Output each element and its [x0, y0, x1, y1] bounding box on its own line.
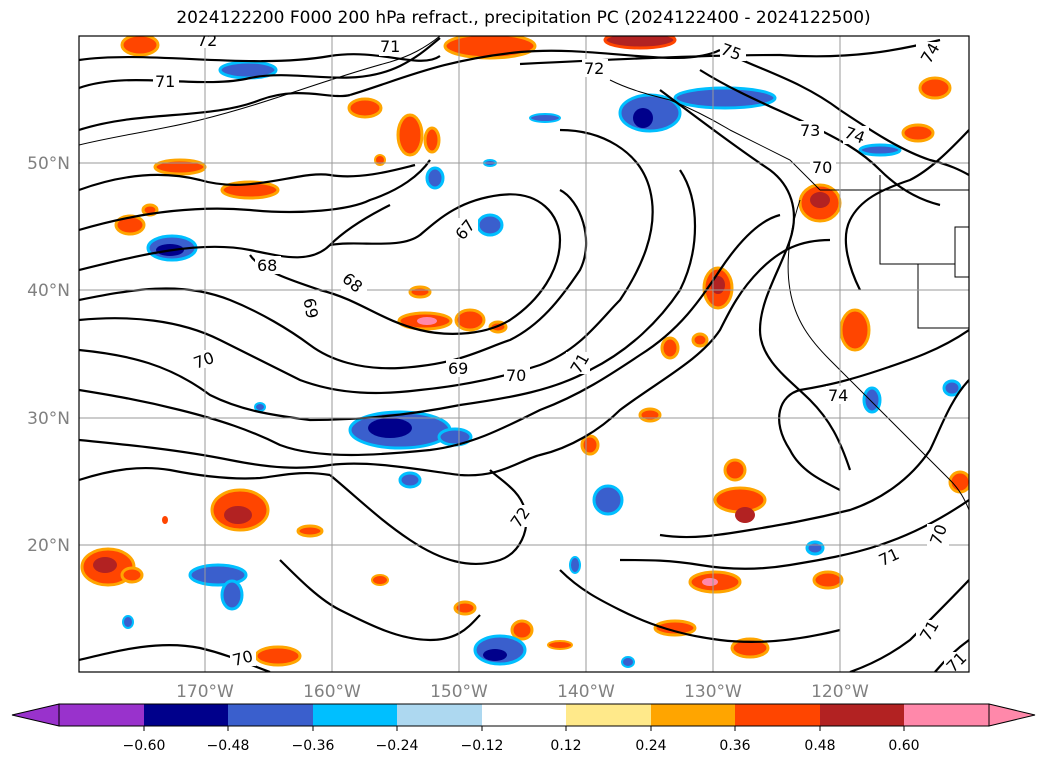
colorbar-segment: [651, 704, 735, 726]
contour-label: 71: [155, 72, 175, 91]
colorbar-max-extension: [988, 703, 1036, 727]
longitude-label: 140°W: [557, 682, 615, 702]
colorbar-segment: [59, 704, 144, 726]
colorbar-segment: [313, 704, 397, 726]
colorbar-tick-label: −0.24: [376, 738, 419, 754]
latitude-label: 20°N: [27, 536, 70, 556]
contour-label: 70: [230, 646, 255, 670]
longitude-label: 130°W: [684, 682, 742, 702]
contour-label: 70: [812, 158, 832, 177]
colorbar-frame: [58, 703, 990, 727]
map-frame: [78, 35, 970, 673]
colorbar-tick-label: 0.36: [719, 738, 750, 754]
contour-label: 68: [257, 256, 277, 275]
colorbar-segment: [735, 704, 820, 726]
contour-label: 74: [828, 386, 848, 405]
colorbar-tick-label: −0.48: [207, 738, 250, 754]
colorbar-tick-label: −0.12: [461, 738, 504, 754]
positive-precip-areas: [80, 36, 969, 667]
longitude-label: 170°W: [176, 682, 234, 702]
colorbar-tick-label: 0.48: [804, 738, 835, 754]
colorbar-tick-label: 0.12: [550, 738, 581, 754]
colorbar-segment: [397, 704, 482, 726]
colorbar-min-extension: [11, 703, 60, 727]
contour-label: 69: [300, 297, 322, 320]
contour-label: 72: [197, 31, 217, 50]
colorbar-tick-label: 0.24: [635, 738, 666, 754]
longitude-label: 150°W: [430, 682, 488, 702]
coastlines: [79, 36, 969, 511]
longitude-label: 160°W: [303, 682, 361, 702]
longitude-label: 120°W: [811, 682, 869, 702]
colorbar-segment: [566, 704, 651, 726]
latitude-axis: 50°N 40°N 30°N 20°N: [27, 154, 70, 556]
contour-label: 70: [506, 366, 526, 385]
colorbar-segment: [820, 704, 904, 726]
longitude-axis: 170°W 160°W 150°W 140°W 130°W 120°W: [176, 682, 869, 702]
contour-label: 72: [584, 59, 604, 78]
colorbar-tick-label: −0.36: [292, 738, 335, 754]
colorbar-segment: [482, 704, 566, 726]
colorbar-segment: [228, 704, 313, 726]
colorbar-tick-label: −0.60: [123, 738, 166, 754]
map-title: 2024122200 F000 200 hPa refract., precip…: [176, 8, 871, 28]
colorbar: −0.60 −0.48 −0.36 −0.24 −0.12 0.12 0.24 …: [11, 703, 1036, 754]
latitude-label: 30°N: [27, 409, 70, 429]
map-plot-area: 72 71 71 72 75 74 73 74 70 68 68 69 67: [79, 31, 969, 672]
contour-label: 71: [380, 37, 400, 56]
contour-label: 73: [800, 121, 820, 140]
latitude-label: 40°N: [27, 281, 70, 301]
colorbar-segment: [144, 704, 228, 726]
contour-label: 69: [448, 359, 468, 378]
colorbar-tick-label: 0.60: [888, 738, 919, 754]
colorbar-segment: [904, 704, 989, 726]
refractivity-contours: [79, 37, 969, 672]
latitude-label: 50°N: [27, 154, 70, 174]
